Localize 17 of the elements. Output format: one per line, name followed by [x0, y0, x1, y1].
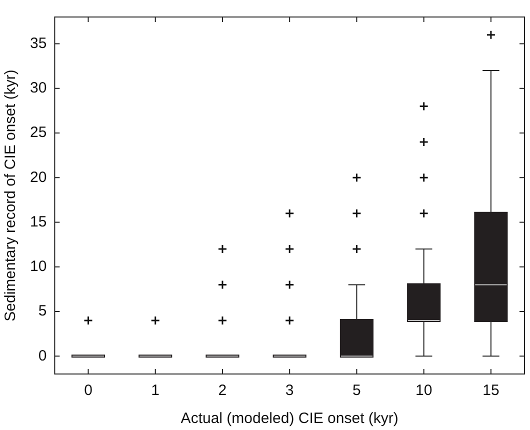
y-tick-label: 0: [38, 347, 47, 364]
y-axis-title: Sedimentary record of CIE onset (kyr): [2, 70, 20, 322]
x-tick-label: 2: [218, 382, 227, 400]
x-tick-label: 10: [415, 382, 432, 400]
y-tick-label: 25: [30, 124, 47, 142]
y-tick-label: 20: [30, 168, 47, 186]
x-tick-label: 1: [151, 382, 160, 400]
x-tick-label: 0: [84, 382, 92, 400]
y-tick-label: 35: [30, 34, 47, 52]
x-tick-label: 15: [482, 382, 500, 400]
y-tick-label: 15: [30, 213, 47, 230]
x-tick-label: 3: [285, 382, 294, 400]
y-tick-label: 5: [38, 302, 47, 320]
x-tick-label: 5: [352, 382, 361, 400]
y-tick-label: 10: [30, 258, 47, 276]
x-axis-title: Actual (modeled) CIE onset (kyr): [180, 410, 398, 428]
y-tick-label: 30: [30, 80, 47, 97]
